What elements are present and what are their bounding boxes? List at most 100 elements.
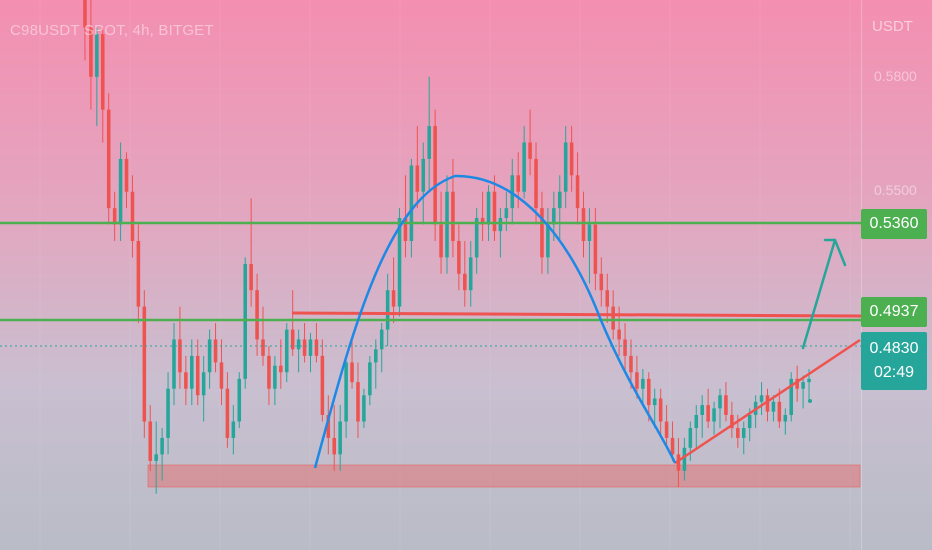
candle-body [184,372,188,389]
candle-body [474,217,479,258]
candle [510,158,515,225]
candle-body [225,388,230,438]
candle-body [522,142,526,192]
target-arrow[interactable] [801,238,847,350]
candle-body [190,355,194,389]
candle [255,273,259,356]
candle-body [575,175,580,209]
rounded-top-arc[interactable] [313,174,677,469]
candle [89,0,93,110]
rising-trendline[interactable] [674,338,861,465]
candle [700,395,704,438]
candle [83,0,87,61]
candle [284,323,289,383]
candle-body [83,0,87,28]
candle [160,428,164,481]
candle [190,339,194,406]
candle-body [557,191,562,209]
price-tag-resistance-lower: 0.4937 [861,297,927,327]
candle-body [789,378,794,415]
candle-body [795,378,799,389]
candle-body [332,437,337,455]
bar-countdown: 02:49 [873,364,915,381]
candle-body [676,454,681,471]
candle-body [777,401,782,422]
candle [279,339,283,389]
candle-body [350,362,354,383]
candle [468,240,473,307]
candle [664,405,669,448]
candle-body [694,414,699,429]
candle [439,191,443,274]
axis-tick: 0.5500 [874,182,917,198]
candle [290,290,295,356]
candle-body [296,339,301,350]
candle-body [290,329,295,350]
candle [563,126,568,209]
candle [599,257,604,307]
candle [730,401,734,438]
candle [534,142,538,225]
candle-body [89,27,93,77]
candle [546,208,550,274]
candle-body [623,339,627,356]
candle-body [439,224,443,258]
candle-body [95,34,99,77]
candle-body [255,290,259,340]
candle-body [356,382,360,422]
candle [142,290,147,438]
price-axis[interactable] [861,0,932,550]
candle [676,437,681,488]
candle [207,329,212,389]
candle [118,142,123,241]
candle [528,109,532,176]
candle [320,339,325,422]
candle-body [664,421,669,438]
candle-body [688,428,693,448]
candle-body [273,365,277,389]
candle-body [540,208,544,258]
candle-body [528,142,532,159]
candle-body [552,208,556,225]
candle-body [468,257,473,291]
candle-body [658,398,663,422]
candle [522,126,526,199]
candle-body [724,395,728,415]
candle-body [130,191,135,241]
candle [421,142,426,225]
candle [356,362,360,438]
candle-body [581,208,586,241]
candle-body [801,382,805,389]
candle-body [706,405,710,422]
candle [362,388,366,429]
candle [249,198,253,307]
candle-body [172,339,176,389]
candle-body [362,395,366,422]
candle [100,27,105,143]
candle [540,191,544,274]
candle [498,208,503,258]
support-zone [147,464,861,488]
candle-body [136,240,141,307]
marker-dot [808,399,812,403]
candle-body [498,217,503,232]
candle-body [284,329,289,373]
candle-body [154,454,158,461]
candle [332,405,337,471]
candle-body [546,224,550,258]
candle-body [741,428,746,438]
candle-body [451,191,455,241]
candle [652,388,657,429]
candle-body [207,339,212,373]
candle-body [807,378,811,383]
candle [172,323,176,406]
candle [302,323,307,363]
candle-body [765,395,770,412]
candle-body [516,175,520,192]
candle [267,346,271,406]
candle [641,368,645,406]
candle [451,158,455,258]
candle-body [534,158,538,209]
neckline-trendline[interactable] [291,311,862,318]
